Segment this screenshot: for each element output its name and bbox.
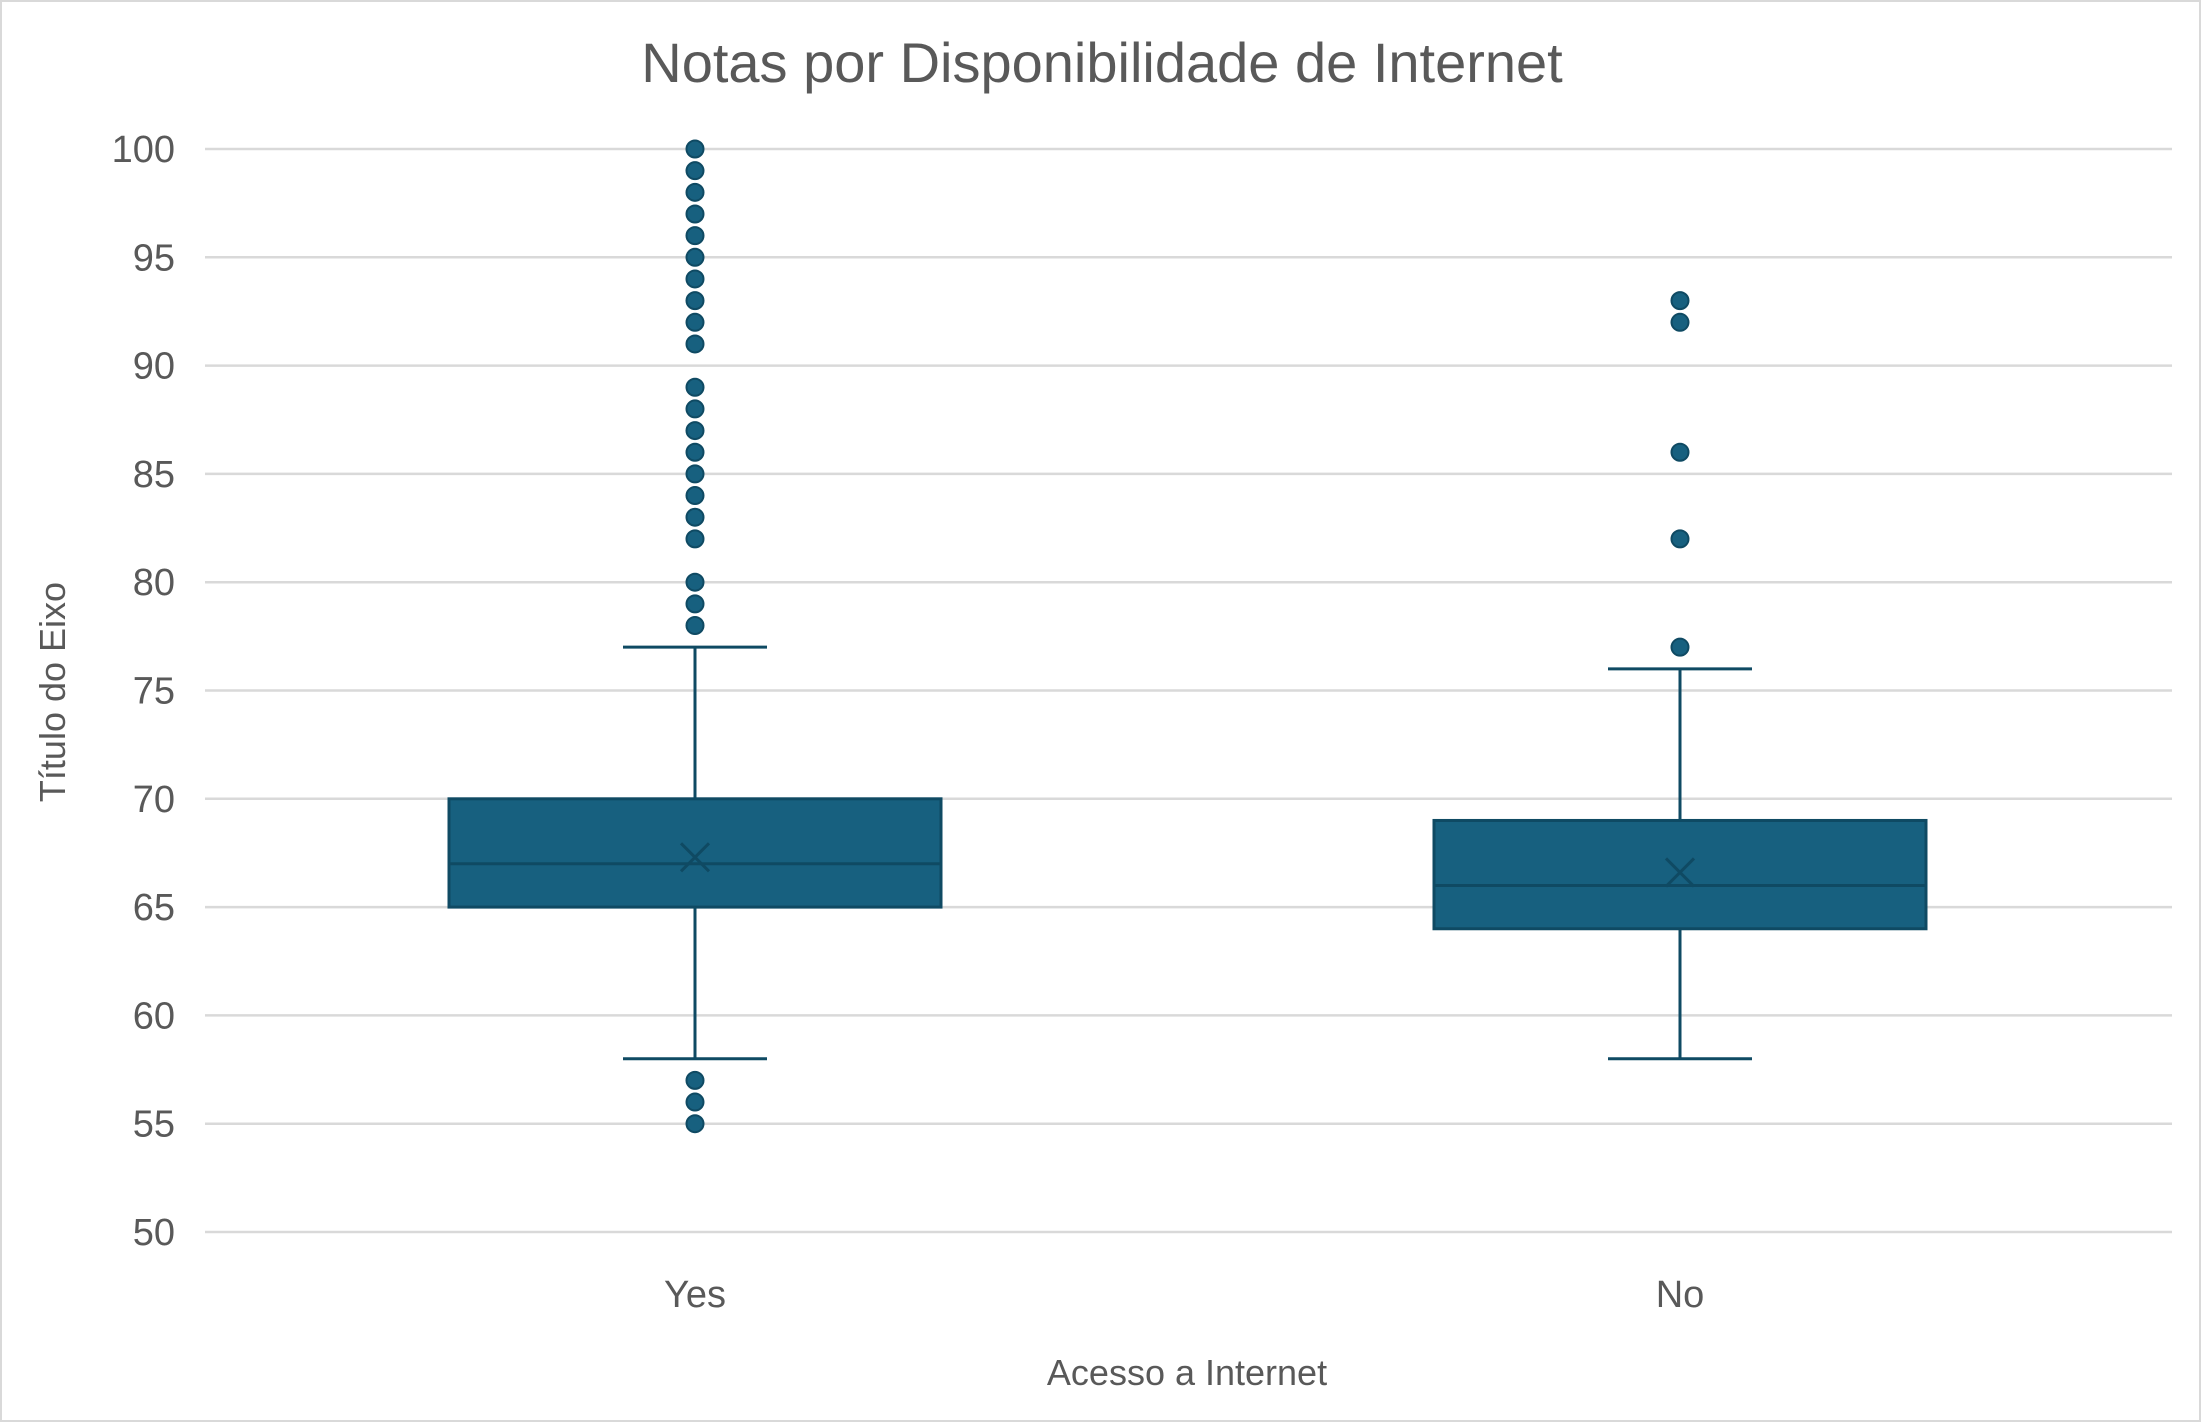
outlier-point [685, 486, 705, 506]
outlier-point [685, 377, 705, 397]
x-axis-title: Acesso a Internet [1047, 1352, 1327, 1393]
outlier-point [685, 182, 705, 202]
box-group-no [1432, 291, 1928, 1061]
x-axis-category-labels: Yes No [664, 1274, 1704, 1316]
box-series [447, 139, 1928, 1134]
outlier-point [685, 464, 705, 484]
outlier-point [685, 161, 705, 181]
outlier-point [685, 204, 705, 224]
y-tick-label-95: 95 [133, 237, 175, 279]
outlier-point [1670, 637, 1690, 657]
box-iqr [1432, 818, 1928, 931]
outlier-point [685, 442, 705, 462]
outlier-point [685, 507, 705, 527]
y-tick-label-100: 100 [112, 129, 175, 171]
outlier-point [685, 334, 705, 354]
chart-title: Notas por Disponibilidade de Internet [641, 31, 1563, 94]
outlier-point [685, 291, 705, 311]
outlier-point [685, 616, 705, 636]
outlier-point [685, 312, 705, 332]
y-tick-label-65: 65 [133, 887, 175, 929]
y-tick-label-80: 80 [133, 562, 175, 604]
x-category-label-no: No [1656, 1274, 1705, 1316]
outlier-point [1670, 291, 1690, 311]
outlier-point [1670, 529, 1690, 549]
x-category-label-yes: Yes [664, 1274, 726, 1316]
outlier-point [685, 226, 705, 246]
y-tick-label-50: 50 [133, 1212, 175, 1254]
y-tick-label-60: 60 [133, 995, 175, 1037]
mean-marker [1664, 857, 1696, 888]
mean-marker-stroke [679, 842, 711, 873]
outlier-point [685, 1092, 705, 1112]
y-tick-label-75: 75 [133, 671, 175, 713]
box-iqr [447, 797, 943, 909]
outlier-point [685, 572, 705, 592]
gridlines [205, 147, 2172, 1234]
box-group-yes [447, 139, 943, 1134]
y-axis-tick-labels: 50 55 60 65 70 75 80 85 90 95 100 [112, 129, 175, 1254]
y-axis-title: Título do Eixo [32, 582, 73, 802]
y-tick-label-70: 70 [133, 779, 175, 821]
outlier-point [685, 139, 705, 159]
outlier-point [685, 269, 705, 289]
outlier-point [685, 594, 705, 614]
outlier-point [1670, 442, 1690, 462]
outlier-point [685, 1114, 705, 1134]
outlier-point [685, 399, 705, 419]
outlier-point [685, 1070, 705, 1090]
mean-marker-stroke [1664, 857, 1696, 888]
y-tick-label-90: 90 [133, 346, 175, 388]
outlier-point [685, 529, 705, 549]
y-tick-label-55: 55 [133, 1104, 175, 1146]
outlier-point [1670, 312, 1690, 332]
outlier-point [685, 421, 705, 441]
outlier-point [685, 247, 705, 267]
mean-marker [679, 842, 711, 873]
y-tick-label-85: 85 [133, 454, 175, 496]
